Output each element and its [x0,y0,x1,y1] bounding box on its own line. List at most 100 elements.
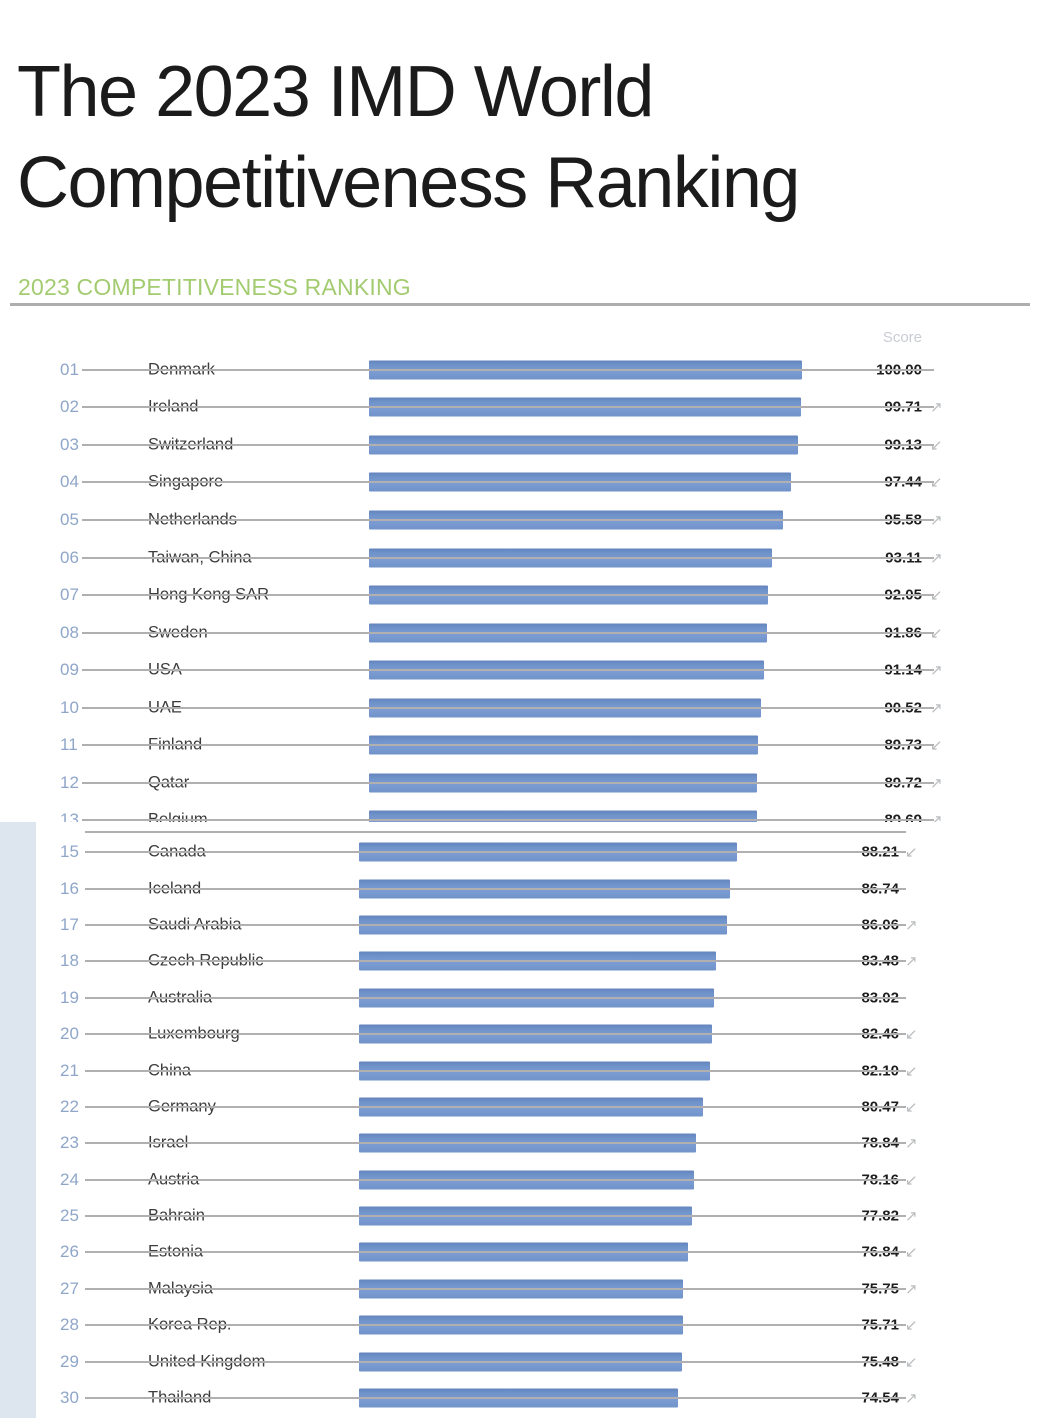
heading-rule-divider [10,303,1030,306]
rank-number: 10 [60,697,79,717]
ranking-row: 16 Iceland 86.74 [0,870,1042,906]
trend-up-icon: ↗ [930,698,943,717]
rank-number: 07 [60,585,79,605]
score-column-header: Score [882,329,922,346]
row-separator [82,706,934,709]
ranking-row: 22 Germany 80.47 ↙ [0,1089,1042,1125]
rank-number: 16 [60,878,79,898]
page-title-line2: Competitiveness Ranking [17,142,800,223]
rank-number: 15 [60,842,79,862]
ranking-rows-15-30: 15 Canada 88.21 ↙ 16 Iceland 86.74 17 Sa… [0,834,1042,1416]
section-heading: 2023 COMPETITIVENESS RANKING [18,274,411,300]
row-separator [85,1360,906,1363]
rank-number: 24 [60,1169,79,1189]
rank-number: 09 [60,660,79,680]
trend-up-icon: ↗ [930,398,943,417]
row-separator [82,669,934,672]
trend-up-icon: ↗ [930,661,943,680]
ranking-row: 27 Malaysia 75.75 ↗ [0,1271,1042,1307]
trend-up-icon: ↗ [930,811,943,822]
ranking-row: 23 Israel 78.84 ↗ [0,1125,1042,1161]
score-value: 89.69 [884,811,922,822]
row-separator [85,1069,906,1072]
trend-down-icon: ↙ [905,1097,918,1116]
ranking-row: 29 United Kingdom 75.48 ↙ [0,1343,1042,1379]
trend-down-icon: ↙ [930,736,943,755]
trend-down-icon: ↙ [905,1352,918,1371]
row-separator [85,1215,906,1218]
ranking-rows-1-13: 01 Denmark 100.00 02 Ireland 99.71 ↗ 03 … [0,351,1042,822]
row-separator [85,1178,906,1181]
row-separator [85,1324,906,1327]
row-separator [85,1287,906,1290]
ranking-row: 26 Estonia 76.84 ↙ [0,1234,1042,1270]
rank-number: 11 [60,735,78,755]
row-separator [82,368,934,371]
trend-up-icon: ↗ [905,952,918,971]
ranking-list-bottom: 15 Canada 88.21 ↙ 16 Iceland 86.74 17 Sa… [0,822,1042,1418]
row-separator [85,960,906,963]
rank-number: 20 [60,1024,79,1044]
row-separator [85,851,906,854]
row-separator [85,887,906,890]
ranking-row: 17 Saudi Arabia 86.06 ↗ [0,907,1042,943]
trend-down-icon: ↙ [930,623,943,642]
rank-number: 06 [60,547,79,567]
trend-down-icon: ↙ [905,1170,918,1189]
ranking-row: 15 Canada 88.21 ↙ [0,834,1042,870]
ranking-row: 30 Thailand 74.54 ↗ [0,1380,1042,1416]
ranking-row: 02 Ireland 99.71 ↗ [0,389,1042,427]
row-separator [82,406,934,409]
ranking-row: 08 Sweden 91.86 ↙ [0,614,1042,652]
row-separator [85,1105,906,1108]
ranking-row: 10 UAE 90.52 ↗ [0,689,1042,727]
rank-number: 12 [60,772,79,792]
ranking-row: 01 Denmark 100.00 [0,351,1042,389]
rank-number: 30 [60,1388,79,1408]
rank-number: 08 [60,622,79,642]
row-separator [85,831,906,833]
ranking-row: 24 Austria 78.16 ↙ [0,1162,1042,1198]
ranking-row: 25 Bahrain 77.82 ↗ [0,1198,1042,1234]
rank-number: 21 [60,1060,79,1080]
row-separator [85,1251,906,1254]
ranking-row: 21 China 82.10 ↙ [0,1052,1042,1088]
ranking-row: 06 Taiwan, China 93.11 ↗ [0,539,1042,577]
trend-up-icon: ↗ [905,1279,918,1298]
ranking-row: 03 Switzerland 99.13 ↙ [0,426,1042,464]
row-separator [82,556,934,559]
row-separator [85,996,906,999]
rank-number: 19 [60,987,79,1007]
rank-number: 13 [60,810,79,822]
row-separator [82,518,934,521]
rank-number: 02 [60,397,79,417]
page-title: The 2023 IMD World Competitiveness Ranki… [17,47,800,228]
ranking-row: 12 Qatar 89.72 ↗ [0,764,1042,802]
trend-down-icon: ↙ [930,473,943,492]
trend-up-icon: ↗ [930,773,943,792]
row-separator [85,923,906,926]
trend-down-icon: ↙ [905,1316,918,1335]
ranking-row: 07 Hong Kong SAR 92.05 ↙ [0,576,1042,614]
ranking-row: 05 Netherlands 95.58 ↗ [0,501,1042,539]
row-separator [85,1397,906,1400]
ranking-list-top: Score 01 Denmark 100.00 02 Ireland 99.71… [0,329,1042,822]
rank-number: 04 [60,472,79,492]
rank-number: 03 [60,434,79,454]
ranking-row: 09 USA 91.14 ↗ [0,651,1042,689]
rank-number: 25 [60,1206,79,1226]
row-separator [85,1142,906,1145]
trend-down-icon: ↙ [930,435,943,454]
trend-up-icon: ↗ [905,1207,918,1226]
left-accent-band [0,822,36,1418]
trend-up-icon: ↗ [905,915,918,934]
trend-down-icon: ↙ [905,1061,918,1080]
trend-down-icon: ↙ [905,1243,918,1262]
rank-number: 05 [60,509,79,529]
rank-number: 22 [60,1096,79,1116]
rank-number: 01 [60,359,79,379]
ranking-row: 13 Belgium 89.69 ↗ [0,802,1042,822]
ranking-row: 18 Czech Republic 83.48 ↗ [0,943,1042,979]
rank-number: 27 [60,1278,79,1298]
trend-up-icon: ↗ [905,1134,918,1153]
